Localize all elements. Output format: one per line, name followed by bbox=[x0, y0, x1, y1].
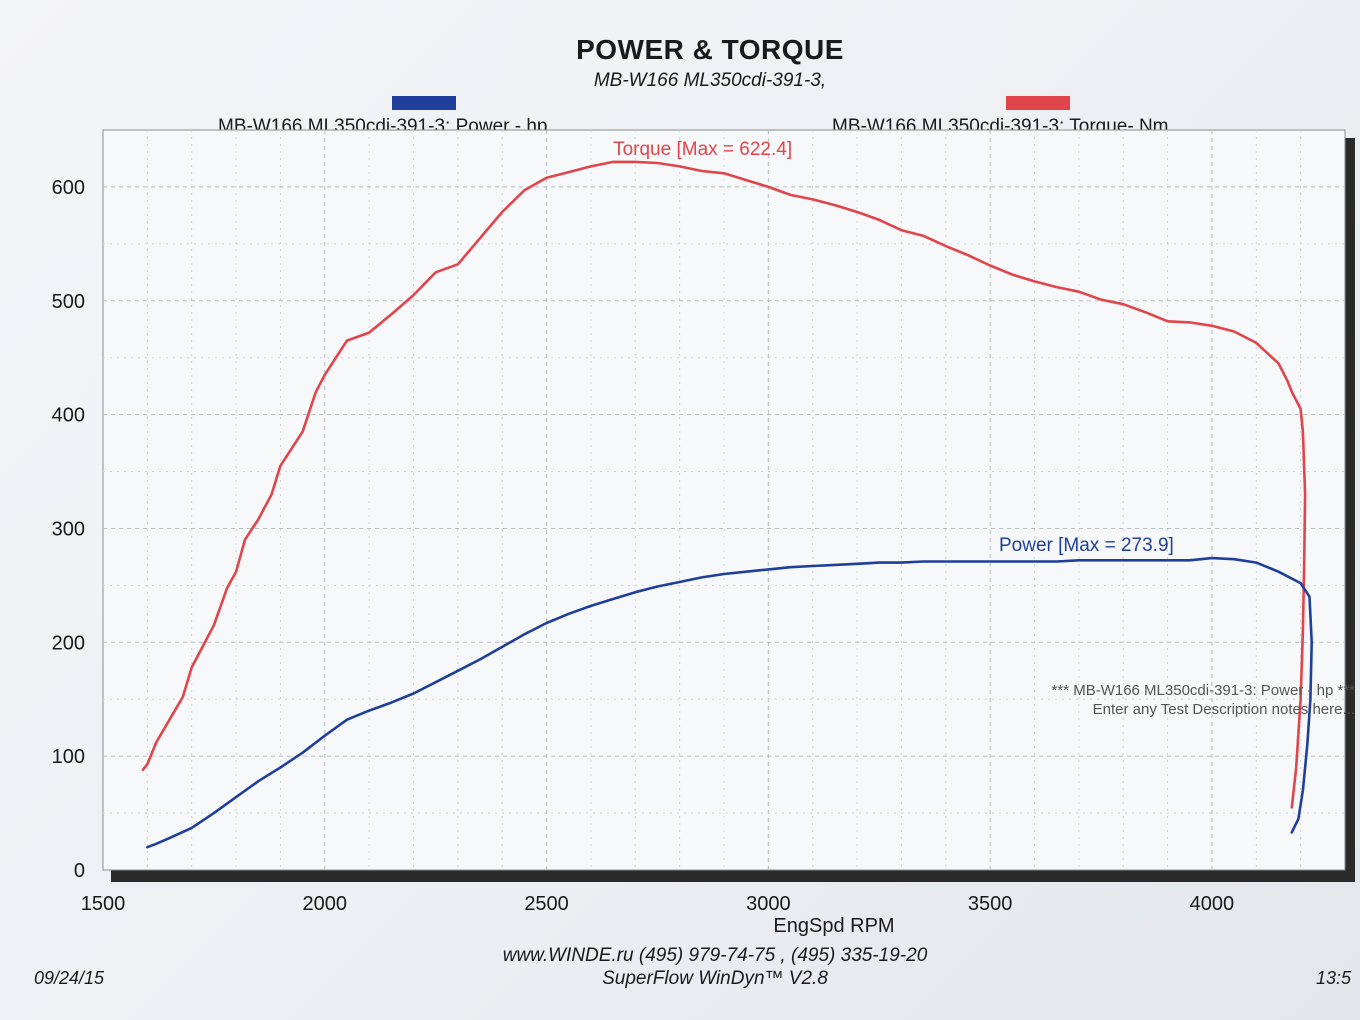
plot-area bbox=[102, 129, 1346, 871]
x-tick-label: 3500 bbox=[968, 893, 1013, 915]
x-tick-label: 2500 bbox=[524, 893, 569, 915]
print-date: 09/24/15 bbox=[34, 968, 105, 988]
torque-curve bbox=[141, 160, 1307, 809]
y-tick-label: 300 bbox=[52, 518, 85, 540]
x-tick-label: 4000 bbox=[1190, 893, 1235, 915]
test-note-line-2: Enter any Test Description notes here... bbox=[1092, 701, 1355, 718]
torque-max-annotation: Torque [Max = 622.4] bbox=[613, 139, 792, 160]
x-tick-label: 1500 bbox=[81, 893, 126, 915]
test-note-line-1: *** MB-W166 ML350cdi-391-3: Power - hp *… bbox=[1051, 682, 1355, 699]
x-tick-label: 2000 bbox=[303, 893, 348, 915]
power-legend-swatch bbox=[392, 96, 456, 110]
x-tick-label: 3000 bbox=[746, 893, 791, 915]
x-axis-shadow bbox=[111, 870, 1349, 882]
page-subtitle: MB-W166 ML350cdi-391-3, bbox=[593, 70, 827, 91]
y-tick-label: 500 bbox=[52, 291, 85, 313]
power-curve bbox=[146, 556, 1313, 849]
x-axis-label: EngSpd RPM bbox=[773, 915, 894, 937]
power-max-annotation: Power [Max = 273.9] bbox=[999, 535, 1174, 556]
y-tick-label: 400 bbox=[52, 405, 85, 427]
y-tick-label: 600 bbox=[52, 177, 85, 199]
website-footer: www.WINDE.ru (495) 979-74-75 , (495) 335… bbox=[502, 945, 928, 966]
y-tick-label: 100 bbox=[52, 746, 85, 768]
software-footer: SuperFlow WinDyn™ V2.8 bbox=[602, 968, 828, 989]
print-time: 13:5 bbox=[1316, 968, 1352, 988]
y-tick-label: 0 bbox=[74, 860, 85, 882]
torque-legend-swatch bbox=[1006, 96, 1070, 110]
page-title: POWER & TORQUE bbox=[576, 34, 844, 65]
y-axis-shadow bbox=[1345, 138, 1355, 882]
y-tick-label: 200 bbox=[52, 632, 85, 654]
